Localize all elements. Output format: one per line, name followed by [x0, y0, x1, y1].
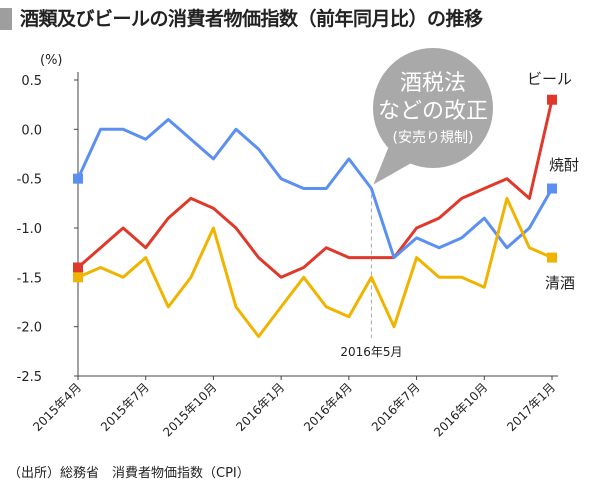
callout-text-line3: (安売り規制) [393, 130, 474, 146]
annotation-date-label: 2016年5月 [340, 345, 402, 359]
series-line-2 [76, 118, 554, 260]
series-end-markers [73, 94, 557, 283]
x-tick-label: 2016年4月 [301, 380, 355, 434]
source-note: （出所）総務省 消費者物価指数（CPI） [8, 466, 250, 481]
x-tick-label: 2015年10月 [160, 380, 219, 439]
series-end-marker [73, 272, 83, 283]
y-tick-label: -0.5 [17, 173, 42, 188]
y-tick-label: -2.5 [17, 370, 42, 385]
x-tick-label: 2017年1月 [504, 380, 558, 434]
title-accent-bar [0, 8, 12, 30]
x-tick-label: 2016年10月 [431, 380, 490, 439]
y-tick-labels: 0.5 0.0 -0.5 -1.0 -1.5 -2.0 -2.5 [17, 74, 78, 385]
axes: (%) [40, 53, 558, 377]
series-label-2: 焼酎 [549, 156, 579, 174]
series-end-marker [73, 173, 83, 184]
y-axis-unit-label: (%) [40, 53, 63, 68]
y-tick-label: 0.5 [21, 74, 42, 89]
series-label-1: ビール [527, 70, 572, 88]
x-tick-labels: 2015年4月 2015年7月 2015年10月 2016年1月 2016年4月 2016… [30, 376, 558, 439]
x-tick-label: 2015年4月 [30, 380, 84, 434]
y-tick-label: 0.0 [21, 123, 42, 138]
y-tick-label: -1.0 [17, 222, 42, 237]
series-line-3 [77, 196, 553, 338]
callout-bubble [373, 48, 493, 168]
y-tick-label: -1.5 [17, 271, 42, 286]
series-end-marker [547, 183, 557, 194]
series-line-1 [77, 99, 554, 279]
series-end-marker [547, 94, 557, 105]
x-tick-label: 2016年1月 [233, 380, 287, 434]
x-tick-label: 2015年7月 [98, 380, 152, 434]
series-end-marker [547, 252, 557, 263]
series-lines [76, 99, 554, 338]
chart-title: 酒類及びビールの消費者物価指数（前年同月比）の推移 [20, 8, 483, 30]
callout-text-line2: などの改正 [378, 99, 488, 124]
callout-text-line1: 酒税法 [400, 71, 466, 96]
series-label-3: 清酒 [545, 274, 575, 292]
series-end-marker [73, 262, 83, 273]
y-tick-label: -2.0 [17, 321, 42, 336]
x-tick-label: 2016年7月 [369, 380, 423, 434]
